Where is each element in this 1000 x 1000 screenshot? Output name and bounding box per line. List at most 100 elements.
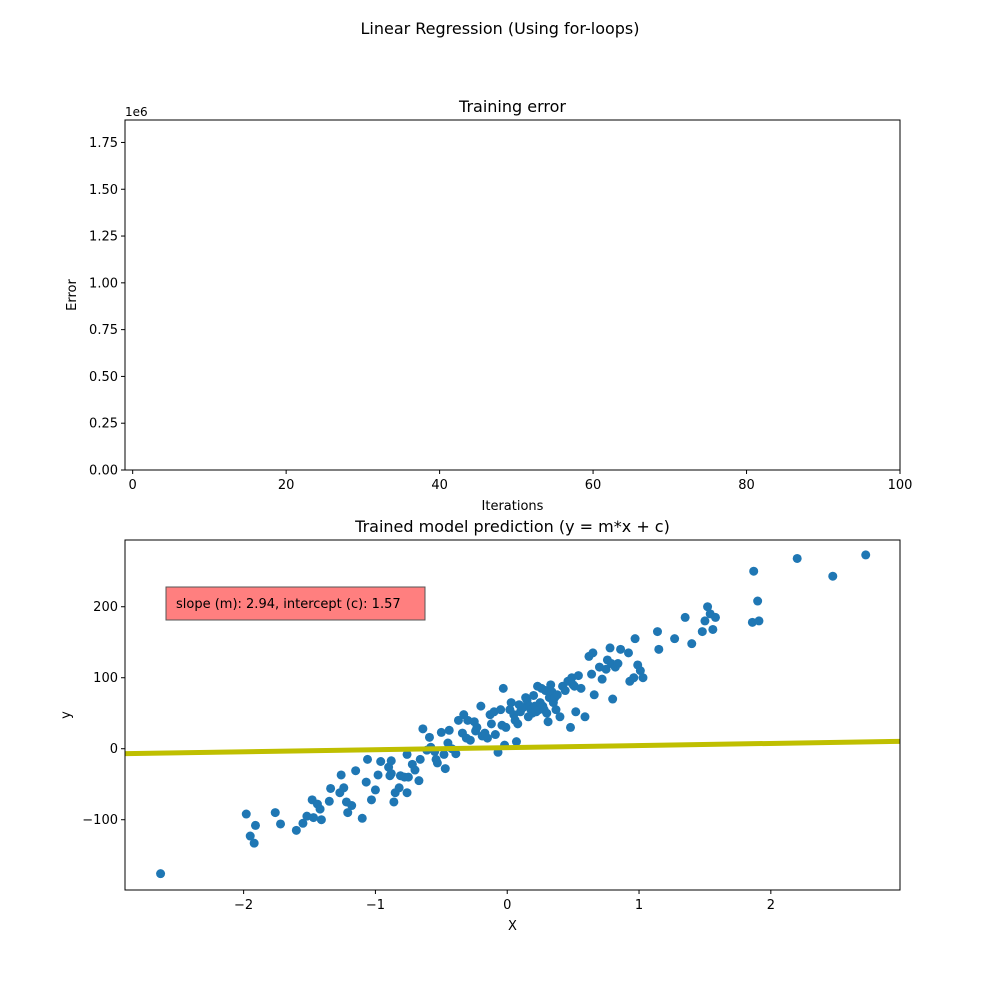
training-error-ytick-label: 0.00 [89,464,118,479]
data-point [792,553,802,563]
data-point [573,671,583,681]
data-point [543,717,553,727]
training-error-ytick-label: 1.75 [89,136,118,151]
data-point [616,644,626,654]
data-point [697,627,707,637]
data-point [496,705,506,715]
data-point [389,797,399,807]
training-error-ytick-label: 1.25 [89,230,118,245]
data-point [414,776,424,786]
data-point [580,712,590,722]
figure-suptitle: Linear Regression (Using for-loops) [360,19,639,38]
data-point [250,820,260,830]
data-point [597,674,607,684]
prediction-xtick-label: 0 [503,898,511,913]
data-point [315,804,325,814]
data-point [501,722,511,732]
data-point [670,634,680,644]
data-point [249,838,259,848]
training-error-ytick-label: 1.00 [89,276,118,291]
prediction-plot-frame [124,539,901,891]
training-error-ytick-label: 0.50 [89,370,118,385]
data-point [754,616,764,626]
training-error-chart: Training error 1e6 0 20 40 60 80 100 0.00 0.25 0… [65,97,912,514]
data-point [386,769,396,779]
data-point [440,764,450,774]
data-point [316,815,326,825]
prediction-ytick-label: −100 [82,813,118,828]
data-point [402,788,412,798]
data-point [498,683,508,693]
data-point [623,648,633,658]
training-error-ytick-label: 1.50 [89,183,118,198]
prediction-ytick-label: 0 [110,742,118,757]
data-point [680,612,690,622]
data-point [576,683,586,693]
fit-annotation-box [165,586,426,621]
training-error-ylabel: Error [65,279,80,311]
data-point [511,737,521,747]
data-point [555,712,565,722]
data-point [324,796,334,806]
data-point [652,627,662,637]
data-point [432,758,442,768]
data-point [490,730,500,740]
fit-line [125,738,900,757]
data-point [571,707,581,717]
data-point [465,735,475,745]
data-point [347,801,357,811]
data-point [366,795,376,805]
data-point [245,831,255,841]
data-point [749,566,759,576]
data-point [373,770,383,780]
data-point [703,602,713,612]
prediction-xtick-label: −1 [366,898,385,913]
data-point [451,749,461,759]
prediction-title: Trained model prediction (y = m*x + c) [354,517,670,536]
data-point [710,612,720,622]
data-point [403,772,413,782]
data-point [402,749,412,759]
prediction-xtick-label: −2 [234,898,253,913]
data-point [700,616,710,626]
data-point [654,644,664,654]
training-error-xtick-label: 60 [585,478,602,493]
data-point [605,643,615,653]
data-point [629,673,639,683]
data-point [601,664,611,674]
data-point [376,757,386,767]
data-point [635,666,645,676]
data-point [551,705,561,715]
training-error-xtick-label: 20 [278,478,295,493]
data-point [529,690,539,700]
training-error-xlabel: Iterations [482,499,544,514]
data-point [291,825,301,835]
data-point [687,639,697,649]
fit-annotation-text: slope (m): 2.94, intercept (c): 1.57 [176,597,401,612]
data-point [552,690,562,700]
data-point [410,765,420,775]
data-point [308,813,318,823]
data-point [638,673,648,683]
data-point [513,719,523,729]
training-error-y-offset: 1e6 [125,105,148,119]
data-point [472,722,482,732]
data-point [588,648,598,658]
training-error-ytick-label: 0.25 [89,417,118,432]
data-point [339,783,349,793]
data-point [370,785,380,795]
data-point [828,571,838,581]
prediction-ytick-label: 200 [93,600,118,615]
data-point [630,634,640,644]
data-point [482,733,492,743]
data-point [270,808,280,818]
data-point [241,809,251,819]
data-point [298,818,308,828]
data-point [418,724,428,734]
data-point [415,754,425,764]
data-point [436,727,446,737]
prediction-chart: Trained model prediction (y = m*x + c) −… [59,517,901,934]
prediction-ylabel: y [59,711,74,719]
data-point [326,783,336,793]
